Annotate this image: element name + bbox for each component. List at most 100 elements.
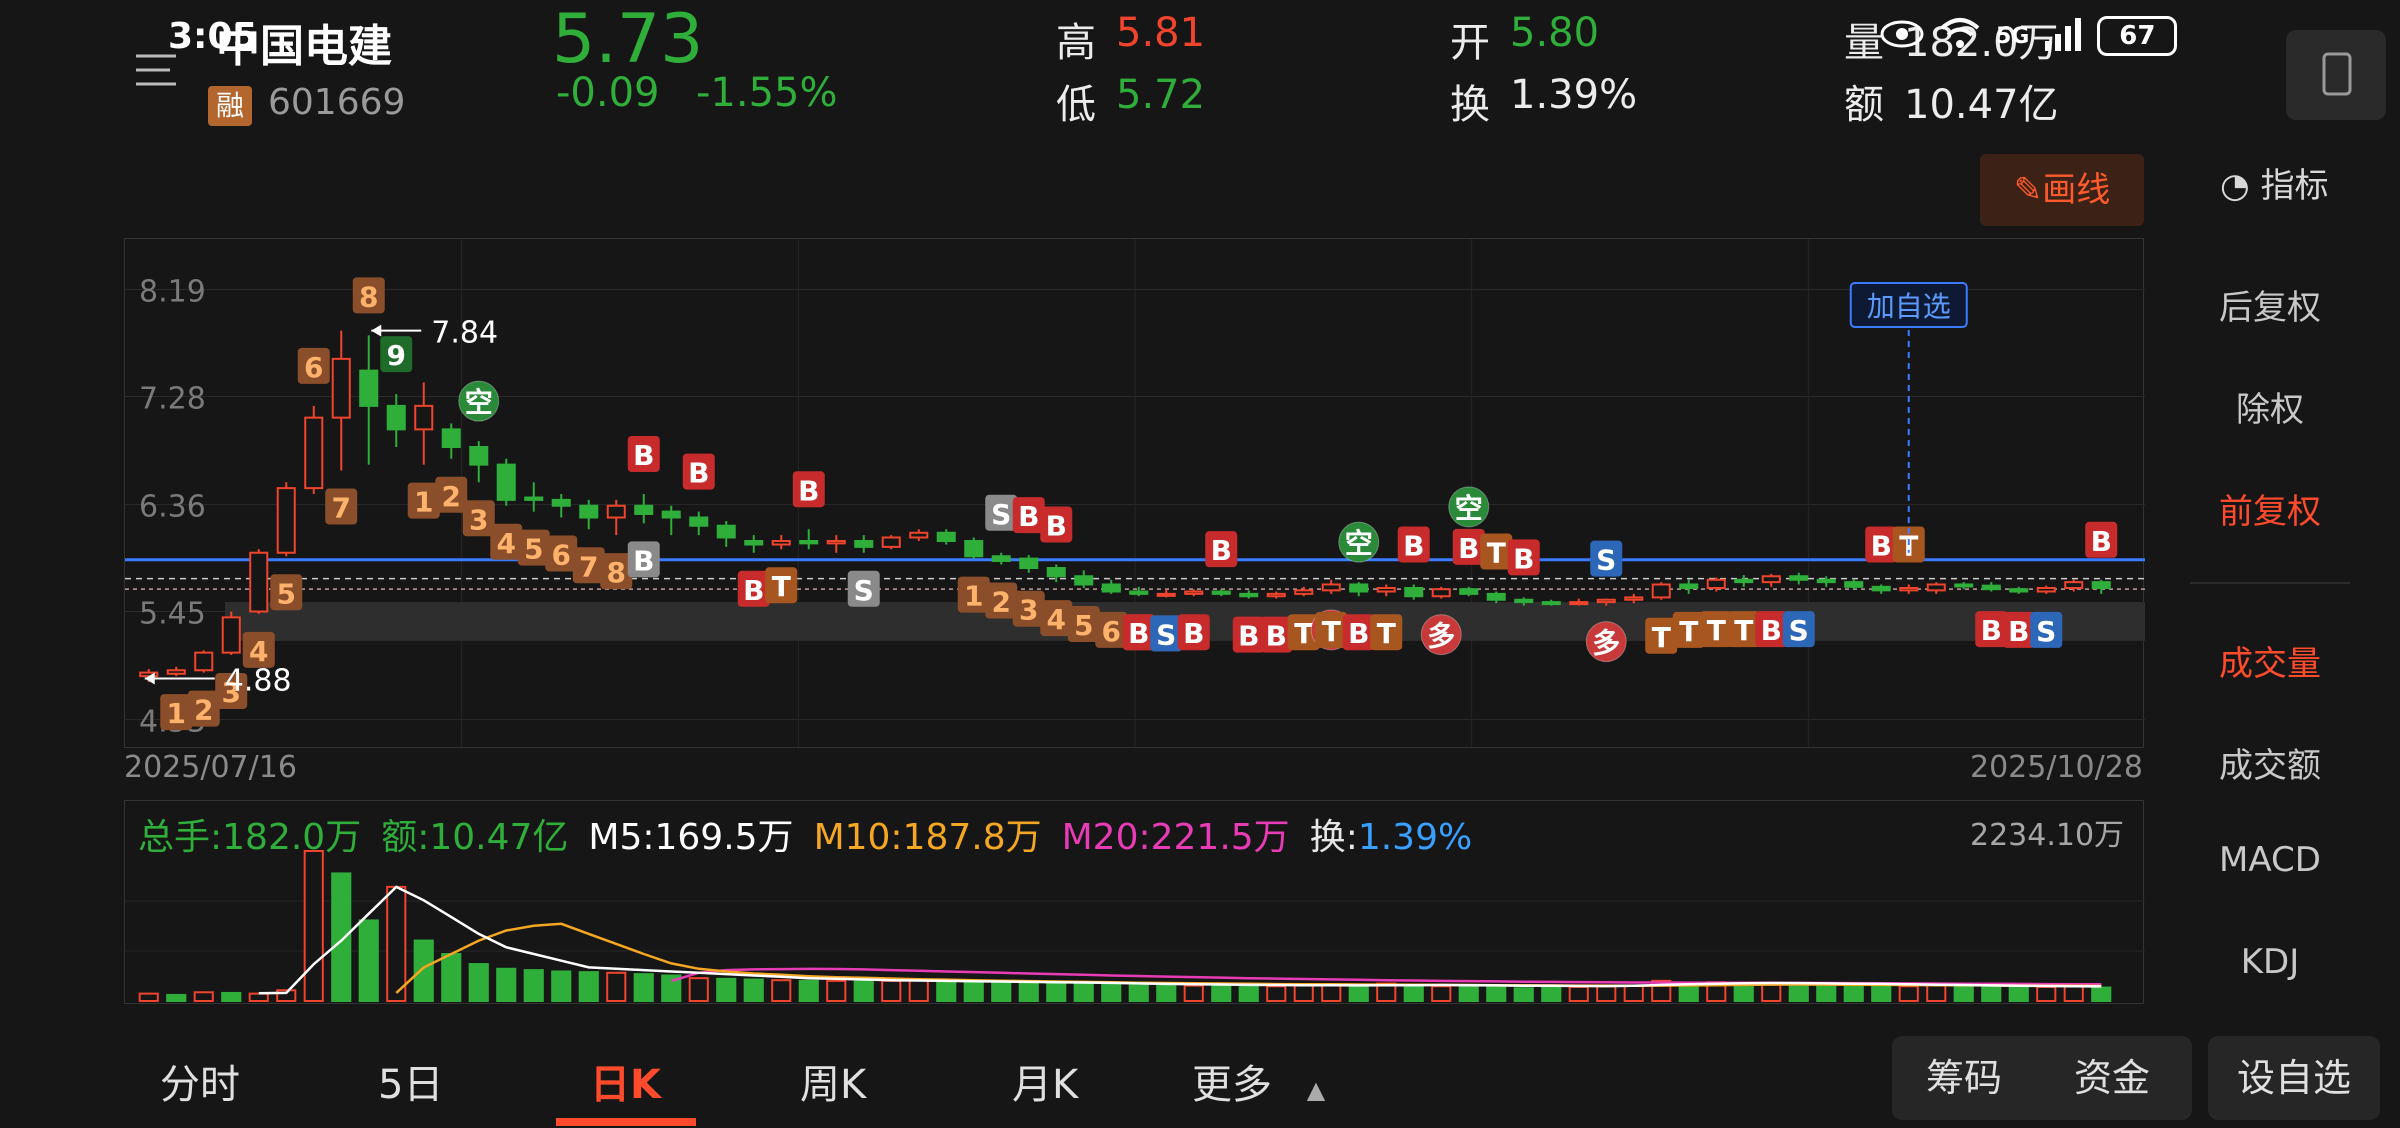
candle bbox=[579, 499, 599, 530]
signal-marker: B bbox=[1755, 611, 1788, 648]
svg-text:7: 7 bbox=[579, 550, 598, 583]
tab-intraday[interactable]: 分时 bbox=[160, 1062, 240, 1108]
volume-chart[interactable] bbox=[124, 800, 2145, 1004]
signal-marker: 2 bbox=[435, 476, 468, 513]
candle bbox=[386, 394, 406, 447]
high-value: 5.81 bbox=[1116, 10, 1206, 56]
candle bbox=[1624, 593, 1644, 604]
volume-bar bbox=[633, 973, 654, 1003]
signal-marker: B bbox=[682, 453, 715, 490]
m5-label: M5: bbox=[588, 817, 655, 858]
svg-text:B: B bbox=[1183, 617, 1204, 650]
draw-line-button[interactable]: ✎画线 bbox=[1980, 154, 2144, 226]
tab-5day[interactable]: 5日 bbox=[378, 1062, 444, 1108]
sidebar-item-ex-rights[interactable]: 除权 bbox=[2236, 390, 2304, 430]
svg-text:B: B bbox=[1981, 614, 2002, 647]
amount-value: 10.47亿 bbox=[429, 817, 569, 858]
sidebar-item-macd[interactable]: MACD bbox=[2219, 840, 2321, 880]
volume-bar bbox=[1183, 984, 1204, 1003]
candle bbox=[936, 529, 956, 545]
candle bbox=[1459, 586, 1479, 597]
volume-bar bbox=[303, 850, 324, 1002]
tab-monthly-k[interactable]: 月K bbox=[1012, 1062, 1079, 1108]
sidebar-item-back-adjust[interactable]: 后复权 bbox=[2219, 288, 2321, 328]
volume-bar bbox=[1486, 986, 1507, 1002]
candle bbox=[304, 405, 324, 494]
candle bbox=[2091, 579, 2111, 594]
tab-daily-k[interactable]: 日K bbox=[590, 1062, 661, 1108]
candle bbox=[249, 549, 269, 614]
status-time: 3:05 bbox=[168, 16, 258, 57]
volume-bar bbox=[1981, 985, 2002, 1003]
svg-text:6: 6 bbox=[304, 351, 323, 384]
signal-marker: S bbox=[1590, 540, 1623, 577]
volume-bar bbox=[386, 885, 407, 1002]
signal-marker: 5 bbox=[1067, 606, 1100, 642]
candle bbox=[1706, 577, 1726, 592]
open-label: 开 bbox=[1450, 20, 1490, 66]
svg-text:2: 2 bbox=[992, 586, 1011, 619]
pencil-icon: ✎ bbox=[2013, 170, 2043, 210]
margin-badge: 融 bbox=[208, 86, 252, 126]
volume-bar bbox=[2063, 985, 2084, 1002]
kline-chart[interactable]: 8.197.286.365.454.5312345678912345678空BB… bbox=[124, 238, 2145, 787]
sidebar-item-volume[interactable]: 成交量 bbox=[2219, 644, 2321, 684]
svg-text:B: B bbox=[1871, 529, 1892, 562]
svg-text:B: B bbox=[1211, 534, 1232, 567]
volume-bar bbox=[496, 967, 517, 1002]
volume-bar bbox=[2036, 985, 2057, 1003]
menu-icon[interactable] bbox=[132, 50, 184, 90]
candle bbox=[2064, 579, 2084, 592]
svg-text:5: 5 bbox=[1074, 609, 1093, 642]
add-to-watchlist-button[interactable]: 设自选 bbox=[2208, 1036, 2380, 1120]
candle bbox=[1019, 555, 1039, 573]
chips-funds-group: 筹码 资金 bbox=[1892, 1036, 2192, 1120]
candle bbox=[909, 529, 929, 541]
volume-bar bbox=[193, 991, 214, 1002]
candle bbox=[331, 330, 351, 471]
volume-bar bbox=[1348, 985, 1369, 1002]
signal-marker: 5 bbox=[517, 529, 550, 566]
m20-label: M20: bbox=[1061, 817, 1151, 858]
svg-text:5: 5 bbox=[524, 533, 543, 566]
y-tick-label: 6.36 bbox=[139, 490, 206, 525]
sidebar-item-amount[interactable]: 成交额 bbox=[2219, 746, 2321, 786]
tab-weekly-k[interactable]: 周K bbox=[800, 1062, 867, 1108]
funds-button[interactable]: 资金 bbox=[2074, 1056, 2151, 1100]
volume-bar bbox=[771, 979, 792, 1002]
signal-marker: B bbox=[1452, 528, 1485, 565]
volume-bar bbox=[221, 991, 242, 1002]
candle bbox=[771, 535, 791, 550]
add-watch-tag bbox=[1849, 282, 1968, 328]
svg-text:空: 空 bbox=[1455, 492, 1483, 525]
svg-text:T: T bbox=[1707, 614, 1726, 647]
candle bbox=[524, 482, 544, 512]
svg-text:空: 空 bbox=[465, 386, 493, 419]
tab-more[interactable]: 更多 ▲ bbox=[1192, 1062, 1326, 1108]
sidebar-item-forward-adjust[interactable]: 前复权 bbox=[2219, 492, 2321, 532]
status-bar-icons: 5G 67 bbox=[1880, 12, 2178, 60]
signal-marker: 8 bbox=[600, 553, 633, 590]
candle bbox=[881, 535, 901, 550]
wifi-icon bbox=[1938, 16, 1982, 56]
indicator-button[interactable]: ◔ 指标 bbox=[2220, 166, 2329, 206]
signal-marker: T bbox=[1645, 617, 1678, 654]
signal-marker: B bbox=[2085, 521, 2118, 558]
candle bbox=[2009, 586, 2029, 594]
signal-marker: 7 bbox=[325, 488, 358, 525]
candle bbox=[1156, 589, 1176, 598]
volume-bar bbox=[853, 980, 874, 1002]
signal-marker: 3 bbox=[462, 500, 495, 537]
svg-text:T: T bbox=[1899, 529, 1918, 562]
sidebar-item-kdj[interactable]: KDJ bbox=[2240, 942, 2300, 982]
candle bbox=[166, 666, 186, 677]
signal-marker: B bbox=[627, 541, 660, 578]
signal-marker: T bbox=[1370, 614, 1403, 651]
volume-bar bbox=[688, 977, 709, 1002]
candle bbox=[276, 482, 296, 557]
low-value: 5.72 bbox=[1116, 72, 1206, 118]
chips-button[interactable]: 筹码 bbox=[1926, 1056, 2003, 1100]
candle bbox=[1046, 564, 1066, 583]
signal-marker: B bbox=[1260, 616, 1293, 653]
landscape-toggle-button[interactable] bbox=[2286, 30, 2386, 120]
